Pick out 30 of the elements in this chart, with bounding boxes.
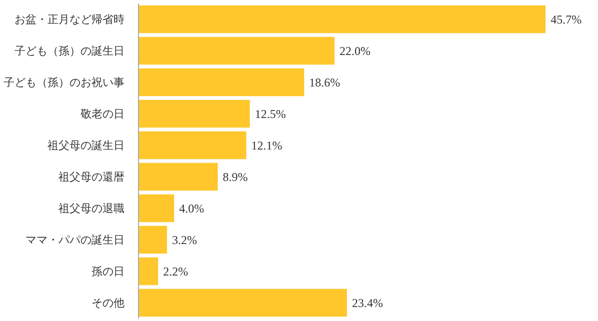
bar bbox=[138, 131, 246, 160]
data-label: 22.0% bbox=[339, 44, 370, 58]
y-tick-label: 祖父母の退職 bbox=[58, 202, 124, 215]
bar bbox=[138, 162, 218, 191]
bar bbox=[138, 194, 174, 222]
y-tick-label: 祖父母の誕生日 bbox=[48, 138, 124, 152]
bar bbox=[138, 100, 250, 128]
y-tick-label: 敬老の日 bbox=[80, 107, 124, 120]
data-label: 12.5% bbox=[254, 106, 286, 121]
data-label: 12.1% bbox=[251, 138, 282, 152]
bar bbox=[138, 5, 546, 34]
data-label: 2.2% bbox=[163, 264, 188, 278]
y-tick-label: お盆・正月など帰省時 bbox=[14, 12, 124, 26]
y-tick-label: 祖父母の還暦 bbox=[58, 170, 124, 184]
bar bbox=[138, 226, 168, 254]
y-tick-label: 孫の日 bbox=[92, 264, 124, 278]
data-label: 8.9% bbox=[222, 170, 248, 184]
bar bbox=[138, 257, 158, 286]
y-tick-label: ママ・パパの誕生日 bbox=[26, 233, 124, 246]
data-label: 4.0% bbox=[179, 201, 204, 216]
bar bbox=[138, 288, 347, 317]
bar bbox=[138, 36, 334, 65]
y-tick-label: 子ども（孫）のお祝い事 bbox=[4, 76, 124, 89]
data-label: 3.2% bbox=[172, 232, 198, 247]
y-tick-label: 子ども（孫）の誕生日 bbox=[14, 44, 124, 58]
data-label: 23.4% bbox=[352, 296, 383, 310]
data-label: 45.7% bbox=[550, 12, 582, 26]
data-label: 18.6% bbox=[309, 75, 340, 90]
y-tick-label: その他 bbox=[92, 296, 124, 310]
bar bbox=[138, 68, 304, 96]
